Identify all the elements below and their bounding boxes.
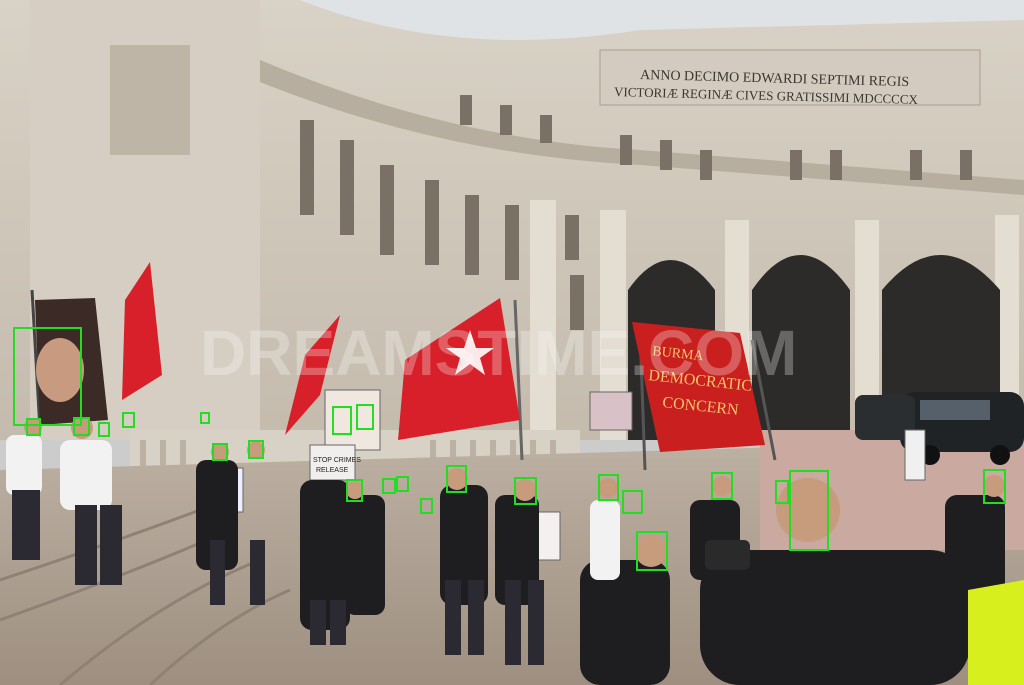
inscription-line-1: ANNO DECIMO EDWARDI SEPTIMI REGIS: [640, 68, 909, 90]
cornice: [255, 60, 1024, 195]
face-box: [248, 440, 264, 459]
face-box: [26, 418, 41, 436]
placard-text-2: RELEASE: [316, 467, 349, 474]
banner-line-3: CONCERN: [662, 394, 740, 419]
face-box: [446, 465, 467, 493]
face-box: [356, 404, 374, 430]
face-box: [200, 412, 210, 424]
face-box: [789, 470, 829, 551]
coat-of-arms-relief: [110, 45, 190, 155]
face-box: [98, 422, 110, 437]
face-box: [122, 412, 135, 428]
face-box: [396, 476, 409, 492]
marchers: [6, 417, 1024, 685]
placard-text-1: STOP CRIMES: [313, 457, 361, 464]
placard-boards: [214, 389, 926, 561]
banner-line-1: BURMA: [652, 344, 706, 364]
face-box: [212, 443, 228, 461]
face-box: [13, 327, 82, 426]
black-taxi: [855, 392, 1024, 465]
face-box: [636, 531, 668, 571]
face-box: [983, 469, 1006, 504]
face-box: [382, 478, 396, 494]
face-box: [346, 479, 363, 502]
face-box: [711, 472, 733, 500]
watermark: DREAMSTIME.COM: [200, 317, 797, 389]
face-box: [332, 406, 352, 435]
face-box: [73, 417, 90, 436]
face-box: [775, 480, 789, 504]
face-box: [420, 498, 433, 514]
face-box: [514, 477, 537, 505]
upper-windows: [300, 95, 972, 330]
democratic-concern-banner: [632, 322, 777, 471]
inscription-plaque: [599, 49, 981, 106]
face-box: [598, 474, 619, 501]
flags: [30, 262, 524, 461]
face-box: [622, 490, 643, 514]
